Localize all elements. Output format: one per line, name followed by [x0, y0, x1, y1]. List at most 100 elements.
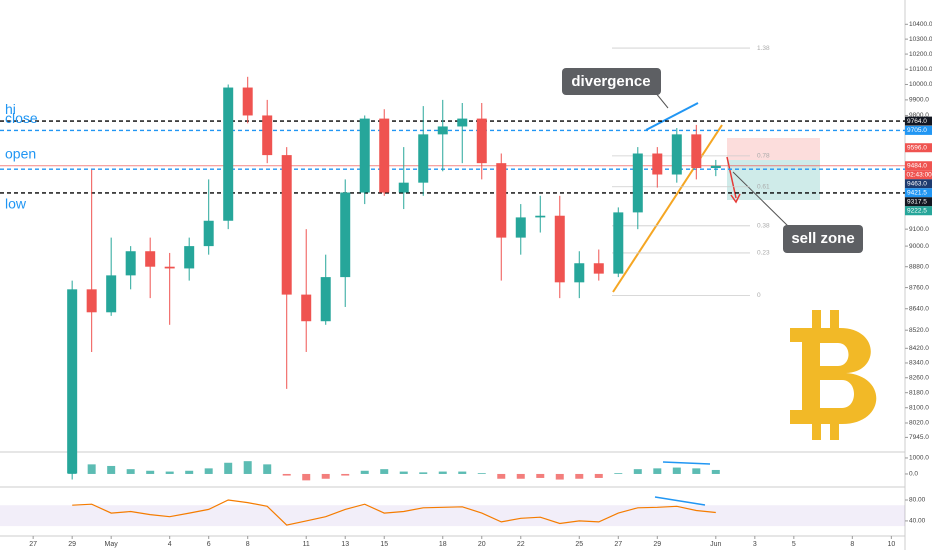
y-tick-label: 1000.0 — [909, 455, 929, 462]
macd-bar — [204, 468, 213, 474]
candle-body — [379, 118, 390, 193]
x-tick-label: 4 — [168, 541, 172, 548]
macd-bar — [360, 470, 369, 474]
y-tick-label: 10100.0 — [909, 66, 932, 73]
y-tick-label: 10300.0 — [909, 36, 932, 43]
macd-bar — [282, 473, 291, 476]
x-tick-label: 8 — [246, 541, 250, 548]
candle-body — [632, 153, 643, 213]
price-tag — [905, 206, 932, 216]
candle-body — [320, 277, 331, 322]
fib-label: 1.38 — [757, 45, 770, 52]
y-tick-label: 9800.0 — [909, 112, 929, 119]
level-label: open — [5, 145, 36, 161]
price-tag — [905, 179, 932, 189]
x-tick-label: 13 — [341, 541, 349, 548]
x-tick-label: 22 — [517, 541, 525, 548]
price-tag-label: 9317.5 — [907, 198, 927, 205]
price-tag-label: 9764.0 — [907, 118, 927, 125]
y-tick-label: 8020.0 — [909, 420, 929, 427]
candle-body — [496, 163, 507, 238]
x-tick-label: 29 — [68, 541, 76, 548]
candle-body — [184, 246, 195, 269]
candle-body — [125, 251, 136, 276]
macd-bar — [341, 473, 350, 476]
macd-bar — [380, 469, 389, 474]
y-tick-label: 9100.0 — [909, 226, 929, 233]
candle-body — [437, 126, 448, 135]
candle-body — [164, 266, 175, 269]
bitcoin-logo — [790, 310, 877, 440]
divergence-line — [662, 461, 711, 465]
x-tick-label: May — [105, 541, 119, 548]
macd-bar — [165, 471, 174, 474]
macd-bar — [536, 473, 545, 478]
macd-bar — [594, 473, 603, 478]
candle-body — [515, 217, 526, 238]
callout-line — [732, 171, 791, 229]
candle-body — [359, 118, 370, 193]
fib-label: 0.78 — [757, 153, 770, 160]
macd-bar — [87, 464, 96, 474]
y-tick-label: 8100.0 — [909, 404, 929, 411]
level-label: hi — [5, 101, 16, 117]
macd-bar — [497, 473, 506, 479]
countdown-tag — [905, 170, 932, 180]
candle-body — [652, 153, 663, 175]
callout-box — [562, 68, 661, 95]
x-tick-label: 6 — [207, 541, 211, 548]
x-tick-label: 29 — [653, 541, 661, 548]
macd-bar — [711, 469, 720, 474]
fib-label: 0.38 — [757, 223, 770, 230]
candle-body — [671, 134, 682, 175]
candle-body — [203, 220, 214, 247]
y-tick-label: 8180.0 — [909, 389, 929, 396]
x-tick-label: 5 — [792, 541, 796, 548]
x-tick-label: Jun — [710, 541, 721, 548]
candle-body — [398, 182, 409, 193]
y-tick-label: 8760.0 — [909, 284, 929, 291]
annotation: divergence — [571, 73, 650, 90]
macd-bar — [224, 462, 233, 474]
macd-bar — [458, 471, 467, 474]
macd-bar — [477, 473, 486, 474]
candle-body — [86, 289, 97, 313]
candle-body — [710, 165, 721, 169]
y-tick-label: 40.00 — [909, 518, 926, 525]
candle-body — [613, 212, 624, 274]
annotation: sell zone — [791, 230, 854, 247]
x-tick-label: 25 — [575, 541, 583, 548]
rsi-band — [0, 505, 905, 527]
y-tick-label: 9900.0 — [909, 97, 929, 104]
candle-body — [691, 134, 702, 169]
candle-body — [145, 251, 156, 267]
y-tick-label: 8420.0 — [909, 345, 929, 352]
macd-bar — [107, 465, 116, 474]
divergence-line — [645, 102, 699, 131]
y-tick-label: 8340.0 — [909, 360, 929, 367]
candle-body — [418, 134, 429, 183]
y-tick-label: 80.00 — [909, 497, 926, 504]
x-tick-label: 20 — [478, 541, 486, 548]
macd-bar — [633, 469, 642, 474]
candle-body — [223, 87, 234, 221]
y-tick-label: 8260.0 — [909, 374, 929, 381]
price-tag — [905, 188, 932, 198]
macd-bar — [185, 470, 194, 474]
candle-body — [242, 87, 253, 116]
y-tick-label: 0.0 — [909, 471, 918, 478]
fib-label: 0.23 — [757, 250, 770, 257]
macd-bar — [321, 473, 330, 479]
countdown: 02:43:00 — [907, 171, 932, 178]
macd-bar — [438, 471, 447, 474]
macd-bar — [575, 473, 584, 479]
price-tag-label: 9421.5 — [907, 189, 927, 196]
callout-box — [783, 225, 863, 253]
macd-bar — [399, 471, 408, 474]
level-label: low — [5, 196, 27, 212]
fib-label: 0.61 — [757, 183, 770, 190]
price-tag-label: 9484.0 — [907, 162, 927, 169]
y-tick-label: 8640.0 — [909, 305, 929, 312]
